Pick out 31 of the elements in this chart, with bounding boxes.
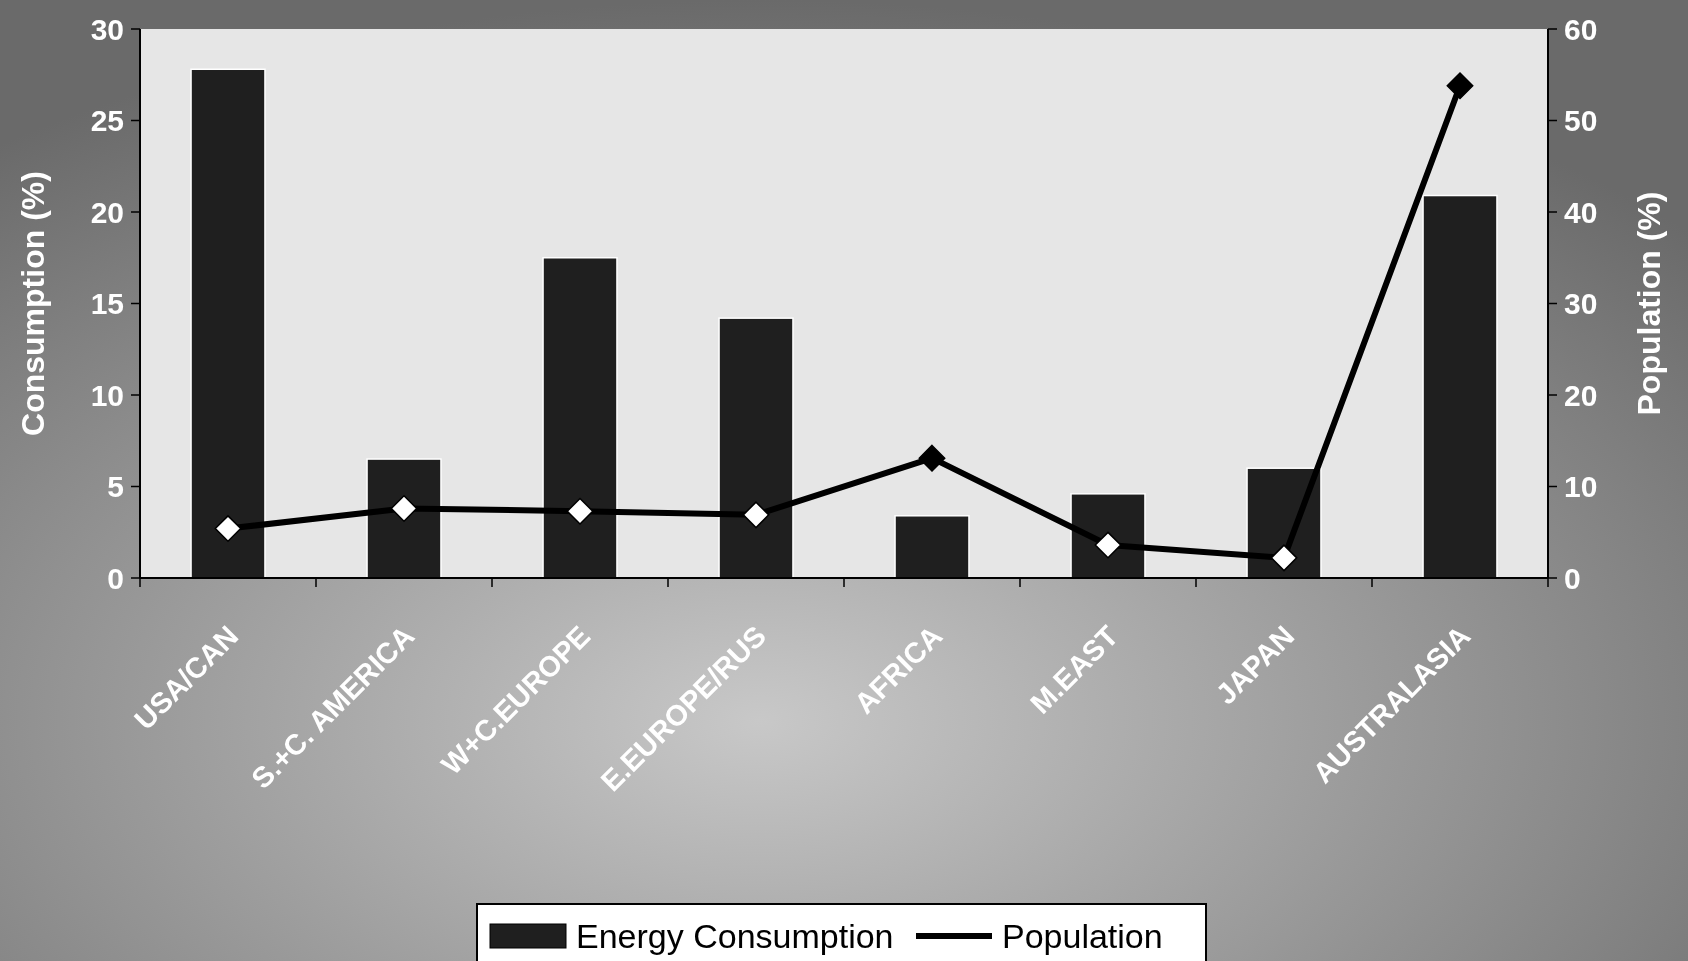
point [390,495,418,522]
y-tick-label: 25 [90,104,124,137]
y-tick-label: 20 [90,195,124,229]
y2-tick-label: 0 [1564,561,1581,595]
point [1446,72,1474,100]
bar [718,317,794,579]
point [918,444,946,472]
legend-label: Population [1002,916,1163,955]
bar [894,515,970,579]
point [566,497,594,525]
y-tick-label: 15 [90,287,124,320]
y-tick-label: 10 [90,378,124,412]
y-tick-label: 30 [90,12,124,46]
y-axis-title: Consumption (%) [15,171,51,436]
bar [366,458,442,579]
y2-tick-label: 50 [1564,104,1598,137]
bar [1422,194,1498,579]
y2-tick-label: 60 [1564,12,1598,46]
legend-label: Energy Consumption [576,916,894,955]
y2-tick-label: 10 [1564,470,1598,503]
bar [542,257,618,579]
point [214,515,242,543]
y-tick-label: 0 [107,561,124,595]
y2-tick-label: 20 [1564,378,1598,412]
y2-axis-title: Population (%) [1631,191,1667,416]
point [742,501,770,529]
bar [190,68,266,579]
y2-tick-label: 40 [1564,195,1598,229]
point [1270,544,1298,572]
y-tick-label: 5 [107,470,124,503]
y2-tick-label: 30 [1564,287,1598,320]
